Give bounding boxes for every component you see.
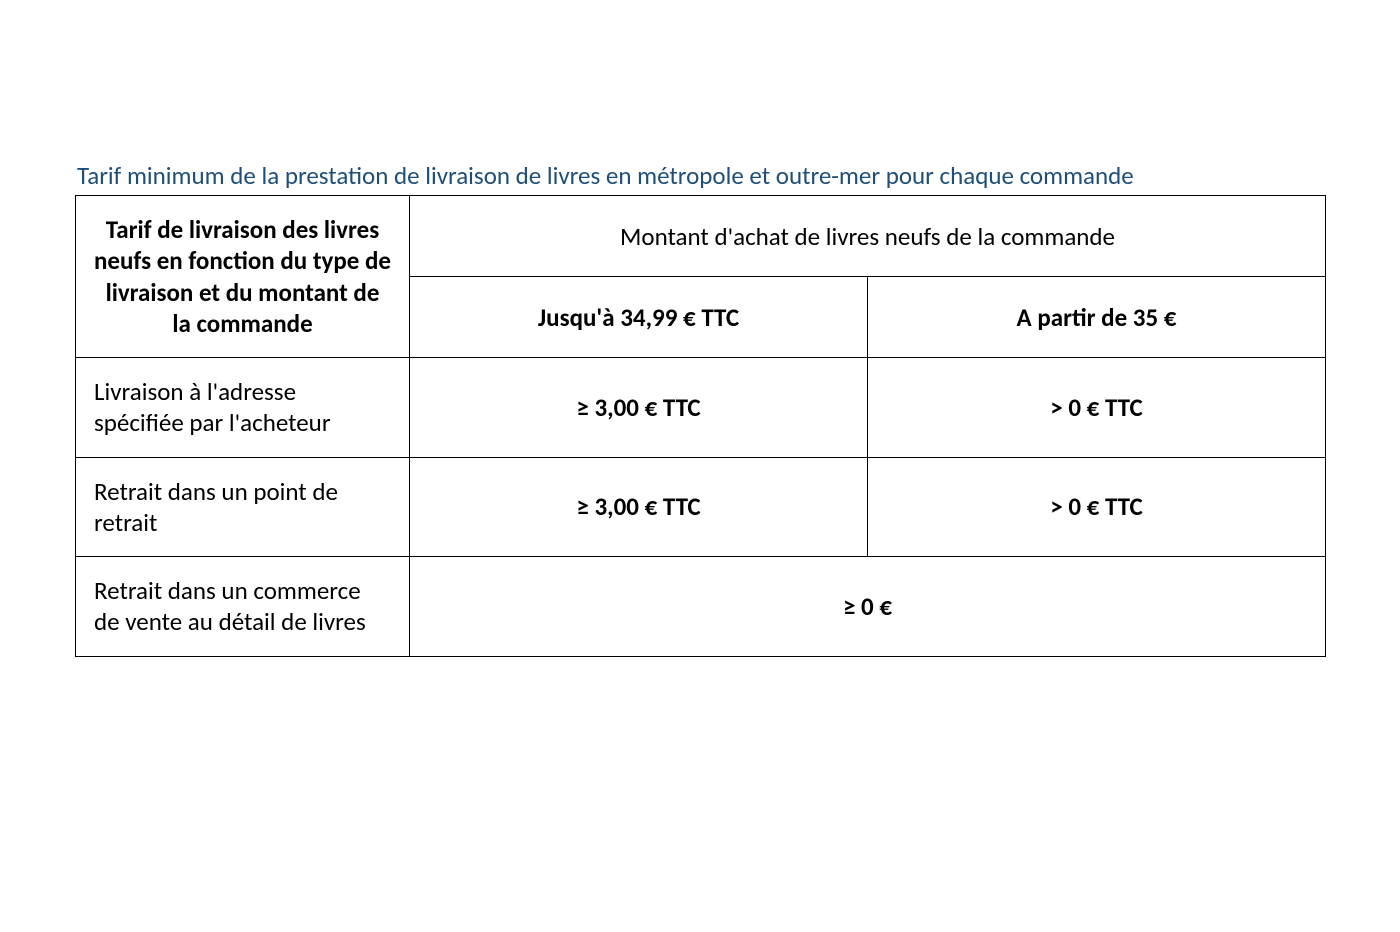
row-value-c2: > 0 € TTC (868, 358, 1326, 458)
table-row: Livraison à l'adresse spécifiée par l'ac… (76, 358, 1326, 458)
row-value-c1: ≥ 3,00 € TTC (410, 457, 868, 557)
table-caption: Tarif minimum de la prestation de livrai… (77, 160, 1325, 191)
row-header-cell: Tarif de livraison des livres neufs en f… (76, 196, 410, 358)
table-row: Retrait dans un point de retrait ≥ 3,00 … (76, 457, 1326, 557)
table-row: Retrait dans un commerce de vente au dét… (76, 557, 1326, 657)
table-header-row-1: Tarif de livraison des livres neufs en f… (76, 196, 1326, 277)
row-label: Retrait dans un point de retrait (76, 457, 410, 557)
subhead-col2: A partir de 35 € (868, 277, 1326, 358)
row-label: Retrait dans un commerce de vente au dét… (76, 557, 410, 657)
page: Tarif minimum de la prestation de livrai… (0, 0, 1400, 657)
tarif-table: Tarif de livraison des livres neufs en f… (75, 195, 1326, 657)
row-value-c1: ≥ 3,00 € TTC (410, 358, 868, 458)
row-value-merged: ≥ 0 € (410, 557, 1326, 657)
banner-header-cell: Montant d'achat de livres neufs de la co… (410, 196, 1326, 277)
row-label: Livraison à l'adresse spécifiée par l'ac… (76, 358, 410, 458)
row-value-c2: > 0 € TTC (868, 457, 1326, 557)
subhead-col1: Jusqu'à 34,99 € TTC (410, 277, 868, 358)
